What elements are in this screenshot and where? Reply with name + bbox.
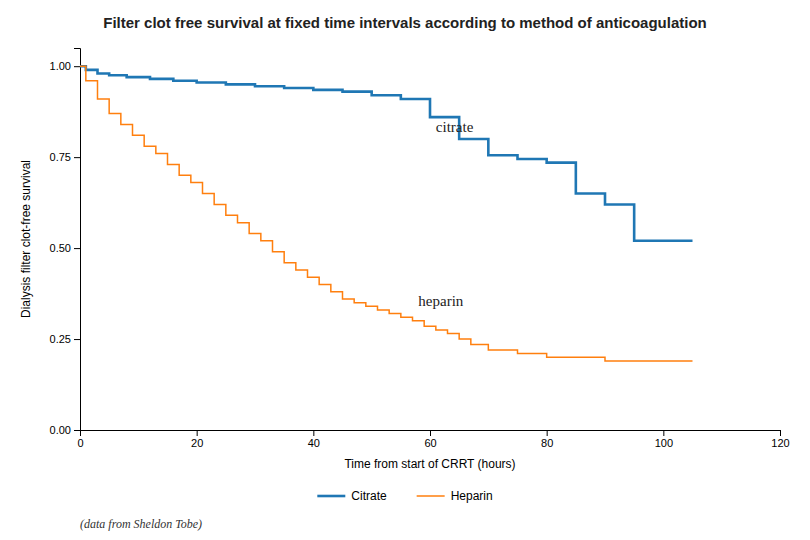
tick-label: 1.00 — [50, 60, 71, 72]
tick: 0.75 — [50, 151, 80, 163]
footnote: (data from Sheldon Tobe) — [80, 517, 202, 531]
tick-mark — [74, 66, 80, 67]
tick: 0 — [77, 430, 83, 449]
tick: 120 — [771, 430, 789, 449]
tick-label: 80 — [541, 437, 553, 449]
y-axis: 0.00 0.25 0.50 0.75 1.00 — [50, 49, 81, 437]
annotation: citrate — [436, 119, 474, 135]
tick: 80 — [541, 430, 553, 449]
tick: 40 — [308, 430, 320, 449]
axis-line — [81, 431, 781, 437]
x-axis-title: Time from start of CRRT (hours) — [344, 457, 515, 471]
x-axis: 0 20 40 60 80 100 120 — [77, 430, 789, 449]
tick-mark — [430, 430, 431, 436]
plot: 0 20 40 60 80 100 120 0.00 0.25 0.50 0.75 1.00 Time … — [19, 49, 790, 472]
tick-mark — [663, 430, 664, 436]
series-group — [80, 66, 693, 361]
tick-label: 20 — [191, 437, 203, 449]
y-axis-title: Dialysis filter clot-free survival — [19, 160, 33, 318]
axis-line — [74, 49, 81, 431]
tick-mark — [74, 339, 80, 340]
tick: 60 — [424, 430, 436, 449]
legend-item: Heparin — [417, 489, 493, 503]
tick-mark — [780, 430, 781, 436]
tick-mark — [74, 430, 80, 431]
title: Filter clot free survival at fixed time … — [103, 14, 706, 31]
tick-mark — [547, 430, 548, 436]
tick-label: 60 — [424, 437, 436, 449]
tick: 0.00 — [50, 424, 80, 436]
legend-label: Heparin — [451, 489, 493, 503]
tick-label: 120 — [771, 437, 789, 449]
tick: 1.00 — [50, 60, 80, 72]
tick: 100 — [655, 430, 673, 449]
legend-item: Citrate — [317, 489, 387, 503]
legend-swatch — [317, 495, 345, 498]
tick-mark — [197, 430, 198, 436]
series-line — [80, 66, 693, 241]
tick-mark — [74, 248, 80, 249]
chart: Filter clot free survival at fixed time … — [0, 0, 810, 540]
tick-label: 0.75 — [50, 151, 71, 163]
tick-label: 100 — [655, 437, 673, 449]
tick: 0.25 — [50, 333, 80, 345]
series-line — [80, 66, 693, 361]
tick-mark — [313, 430, 314, 436]
tick-label: 0.50 — [50, 242, 71, 254]
annotation: heparin — [418, 293, 463, 309]
tick: 20 — [191, 430, 203, 449]
tick-label: 40 — [308, 437, 320, 449]
tick-label: 0.00 — [50, 424, 71, 436]
tick: 0.50 — [50, 242, 80, 254]
legend-swatch — [417, 495, 445, 497]
legend-label: Citrate — [351, 489, 387, 503]
legend: Citrate Heparin — [317, 489, 492, 503]
tick-label: 0 — [77, 437, 83, 449]
tick-label: 0.25 — [50, 333, 71, 345]
tick-mark — [74, 157, 80, 158]
